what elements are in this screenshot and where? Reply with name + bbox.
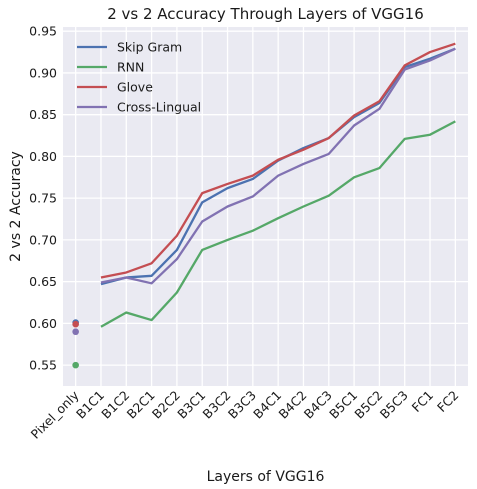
data-point-rnn-pixel-only: [72, 361, 79, 369]
legend-label-rnn: RNN: [117, 60, 144, 75]
x-tick-labels: Pixel_onlyB1C1B1C2B2C1B2C2B3C1B3C2B3C3B4…: [28, 387, 462, 442]
series-cross-lingual: [72, 47, 456, 336]
x-tick-label: B5C2: [351, 388, 385, 422]
x-tick-label: B3C3: [225, 388, 259, 422]
x-tick-label: B4C3: [301, 388, 335, 422]
series-line-cross-lingual: [100, 47, 456, 285]
series-line-glove: [100, 42, 456, 279]
x-tick-label: B2C2: [149, 388, 183, 422]
y-tick-label: 0.55: [29, 358, 57, 373]
y-tick-label: 0.70: [29, 232, 57, 247]
x-tick-label: FC2: [434, 388, 461, 415]
legend: Skip Gram RNN Glove Cross-Lingual: [77, 40, 201, 115]
x-tick-label: B5C1: [326, 388, 360, 422]
y-tick-label: 0.90: [29, 65, 57, 80]
series-glove: [72, 42, 456, 328]
data-point-glove-pixel-only: [72, 320, 79, 328]
y-tick-label: 0.85: [29, 107, 57, 122]
x-tick-label: B4C1: [250, 388, 284, 422]
x-tick-label: B5C3: [377, 388, 411, 422]
y-tick-label: 0.60: [29, 316, 57, 331]
x-tick-label: B3C2: [200, 388, 234, 422]
series: [72, 42, 456, 369]
chart-title: 2 vs 2 Accuracy Through Layers of VGG16: [107, 5, 424, 23]
y-tick-label: 0.95: [29, 24, 57, 39]
x-tick-label: B1C1: [73, 388, 107, 422]
y-tick-labels: 0.55 0.60 0.65 0.70 0.75 0.80 0.85 0.90 0.95: [29, 24, 57, 373]
plot-area: [63, 27, 468, 386]
x-tick-label: FC1: [409, 388, 436, 415]
x-tick-label: B3C1: [174, 388, 208, 422]
series-line-rnn: [100, 120, 456, 328]
x-axis-label: Layers of VGG16: [207, 469, 325, 485]
y-tick-label: 0.65: [29, 274, 57, 289]
series-rnn: [72, 120, 456, 369]
legend-label-skip-gram: Skip Gram: [117, 40, 182, 55]
data-point-cross-lingual-pixel-only: [72, 328, 79, 336]
legend-label-glove: Glove: [117, 80, 153, 95]
x-tick-label: B1C2: [98, 388, 132, 422]
y-tick-label: 0.75: [29, 191, 57, 206]
y-axis-label: 2 vs 2 Accuracy: [8, 151, 24, 262]
legend-label-cross-lingual: Cross-Lingual: [117, 100, 201, 115]
y-tick-label: 0.80: [29, 149, 57, 164]
x-tick-label: B2C1: [124, 388, 158, 422]
x-tick-label: Pixel_only: [28, 387, 83, 442]
x-tick-label: B4C2: [275, 388, 309, 422]
